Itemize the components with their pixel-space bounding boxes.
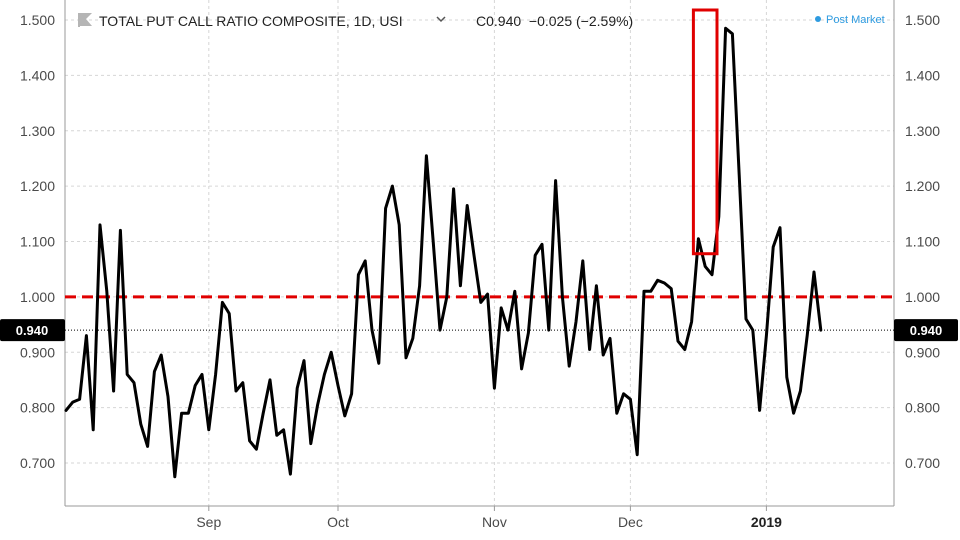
y-tick-label-left: 1.400 — [20, 67, 55, 83]
horizontal-gridlines — [65, 19, 894, 464]
y-tick-label-right: 1.000 — [905, 289, 940, 305]
y-tick-label-right: 1.400 — [905, 67, 940, 83]
last-value-badge-left-bg — [0, 319, 65, 342]
x-tick-label: Sep — [196, 514, 221, 530]
chevron-down-icon[interactable] — [436, 16, 446, 23]
y-tick-label-right: 0.900 — [905, 344, 940, 360]
y-tick-label-right: 1.100 — [905, 234, 940, 250]
last-value-badge-left-label: 0.940 — [16, 323, 49, 338]
x-axis-ticks: Sep Oct Nov Dec 2019 — [196, 506, 782, 530]
x-tick-label: Dec — [618, 514, 643, 530]
post-market-label[interactable]: Post Market — [826, 14, 885, 26]
last-value-badge-right-label: 0.940 — [910, 323, 943, 338]
y-tick-label-right: 1.500 — [905, 12, 940, 28]
y-tick-label-right: 0.800 — [905, 400, 940, 416]
x-tick-label: 2019 — [751, 514, 782, 530]
y-tick-label-left: 0.800 — [20, 400, 55, 416]
y-tick-label-right: 1.200 — [905, 178, 940, 194]
y-tick-label-left: 1.200 — [20, 178, 55, 194]
flag-icon[interactable] — [78, 13, 92, 27]
y-tick-label-right: 1.300 — [905, 123, 940, 139]
y-tick-label-left: 1.300 — [20, 123, 55, 139]
chart-title[interactable]: TOTAL PUT CALL RATIO COMPOSITE, 1D, USI — [99, 13, 403, 29]
post-market-dot-icon — [815, 16, 821, 22]
y-tick-label-left: 1.100 — [20, 234, 55, 250]
y-tick-label-left: 1.500 — [20, 12, 55, 28]
y-tick-label-left: 1.000 — [20, 289, 55, 305]
last-value-badge-right-bg — [894, 319, 958, 342]
y-tick-label-left: 0.700 — [20, 455, 55, 471]
series-line — [64, 26, 823, 479]
y-tick-label-right: 0.700 — [905, 455, 940, 471]
x-tick-label: Oct — [327, 514, 349, 530]
quote-readout: C0.940 −0.025 (−2.59%) — [476, 13, 633, 29]
y-axis-left-ticks: 0.700 0.800 0.900 1.000 1.100 1.200 1.300 1.400… — [20, 12, 55, 471]
series-group — [64, 26, 823, 479]
y-axis-right-ticks: 0.700 0.800 0.900 1.000 1.100 1.200 1.300 1.400… — [905, 12, 940, 471]
highlight-box — [691, 8, 719, 256]
y-tick-label-left: 0.900 — [20, 344, 55, 360]
last-value-badge-right: 0.940 — [894, 319, 958, 342]
x-tick-label: Nov — [482, 514, 507, 530]
last-value-badge-left: 0.940 — [0, 319, 65, 342]
chart-header: TOTAL PUT CALL RATIO COMPOSITE, 1D, USI … — [78, 13, 885, 29]
